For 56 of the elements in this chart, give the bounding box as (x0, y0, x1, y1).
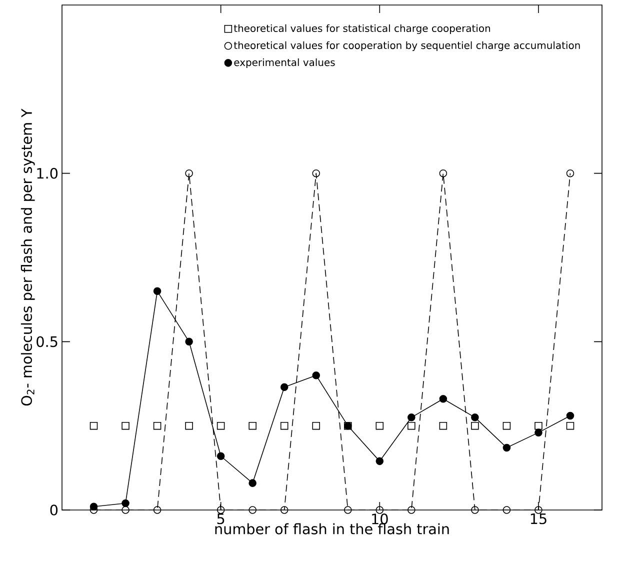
point (408, 414, 416, 422)
point (566, 412, 574, 420)
point (185, 338, 193, 346)
point (408, 422, 416, 430)
legend-label: experimental values (234, 58, 335, 68)
point (122, 506, 130, 514)
point (439, 422, 448, 430)
legend-label: theoretical values for cooperation by sequentiel charge accumulation (234, 41, 580, 52)
point (376, 457, 384, 466)
point (90, 502, 98, 511)
point (185, 169, 193, 178)
point (502, 422, 511, 430)
point (153, 506, 162, 514)
point (122, 422, 130, 430)
point (344, 506, 352, 514)
point (534, 428, 542, 436)
point (280, 506, 288, 514)
point (408, 506, 416, 514)
point (439, 395, 448, 403)
point (248, 479, 256, 487)
y-tick-label: 0 (50, 504, 58, 516)
y-axis-title: O$_{2}$- molecules per flash and per system Y (20, 108, 35, 406)
point (153, 287, 162, 296)
point (534, 506, 542, 514)
point (471, 414, 479, 422)
point (566, 422, 574, 430)
y-tick-label: 1.0 (37, 168, 58, 179)
x-tick-label: 10 (372, 514, 388, 524)
point (216, 452, 225, 460)
point (248, 506, 256, 514)
point (248, 422, 256, 430)
point (185, 422, 193, 430)
point (280, 383, 288, 391)
x-axis-title: number of flash in the flash train (215, 523, 449, 534)
point (312, 371, 320, 380)
legend-label: theoretical values for statistical charge cooperation (234, 24, 490, 34)
point (376, 506, 384, 514)
point (471, 506, 479, 514)
point (534, 422, 542, 430)
point (566, 169, 574, 178)
point (216, 506, 225, 514)
point (90, 422, 98, 430)
point (280, 422, 288, 430)
y-tick-label: 0.5 (36, 336, 58, 348)
point (312, 422, 320, 430)
point (312, 169, 320, 178)
x-tick-label: 5 (217, 514, 224, 524)
x-tick-label: 15 (530, 514, 546, 524)
point (153, 422, 162, 430)
point (122, 499, 130, 508)
point (216, 422, 225, 430)
point (502, 506, 511, 514)
point (471, 422, 479, 430)
point (376, 422, 384, 430)
point (439, 169, 448, 178)
point (502, 444, 511, 452)
